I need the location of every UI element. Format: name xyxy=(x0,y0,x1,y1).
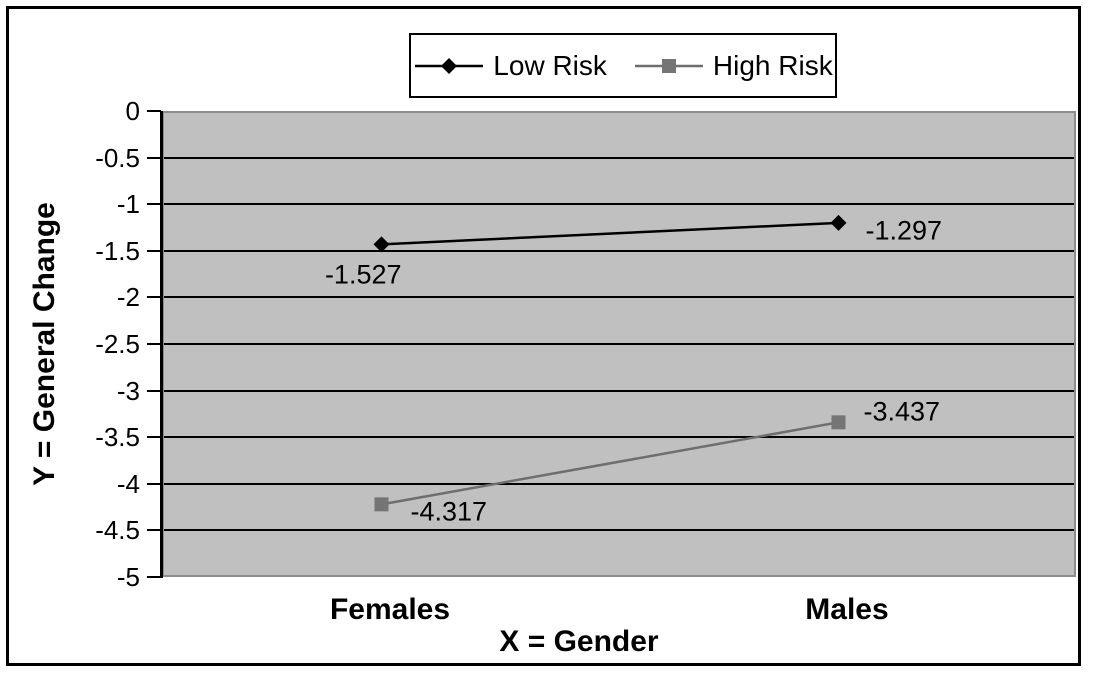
gridline xyxy=(164,296,1074,299)
y-tick xyxy=(147,529,161,532)
y-tick-label: -2 xyxy=(116,282,140,313)
y-tick-label: -3.5 xyxy=(95,422,140,453)
gridline xyxy=(164,529,1074,532)
gridline xyxy=(164,249,1074,252)
gridline xyxy=(164,343,1074,345)
gridline xyxy=(164,156,1074,159)
plot-area xyxy=(162,111,1076,577)
y-tick xyxy=(147,296,161,299)
y-tick xyxy=(147,156,161,159)
y-tick-label: -5 xyxy=(116,562,140,592)
y-tick xyxy=(147,576,161,578)
legend-label-high-risk: High Risk xyxy=(712,49,833,81)
data-label: -3.437 xyxy=(863,396,941,427)
data-label: -4.317 xyxy=(410,496,488,527)
data-label: -1.297 xyxy=(865,215,943,246)
y-tick xyxy=(147,249,161,252)
category-label-females: Females xyxy=(329,593,451,626)
y-axis-line xyxy=(160,111,163,578)
legend-label-low-risk: Low Risk xyxy=(493,49,607,81)
y-tick xyxy=(147,203,161,206)
chart-outer-border: Low Risk High Risk Y = General Change X … xyxy=(6,6,1081,666)
y-tick-label: -1 xyxy=(116,189,140,220)
x-axis-title: X = Gender xyxy=(499,625,659,658)
gridline xyxy=(164,389,1074,392)
y-tick xyxy=(147,110,161,112)
high-risk-line-sample xyxy=(634,58,703,73)
legend-item-high-risk: High Risk xyxy=(633,50,833,82)
gridline xyxy=(164,482,1074,485)
category-label-males: Males xyxy=(805,593,889,626)
y-tick xyxy=(147,389,161,392)
y-tick-label: 0 xyxy=(125,96,140,126)
y-tick-label: -4.5 xyxy=(95,515,140,546)
diamond-marker-icon xyxy=(441,57,458,74)
data-label: -1.527 xyxy=(324,259,402,290)
y-tick-label: -4 xyxy=(116,468,140,499)
y-tick-label: -3 xyxy=(116,375,140,406)
gridline xyxy=(164,203,1074,206)
y-tick-label: -1.5 xyxy=(95,235,140,266)
y-tick xyxy=(147,482,161,485)
square-marker-icon xyxy=(661,58,676,73)
legend-item-low-risk: Low Risk xyxy=(413,50,607,82)
y-tick-label: -0.5 xyxy=(95,142,140,173)
gridline xyxy=(164,436,1074,439)
y-tick-label: -2.5 xyxy=(95,329,140,359)
y-tick xyxy=(147,436,161,439)
legend: Low Risk High Risk xyxy=(409,33,837,98)
y-tick xyxy=(147,343,161,345)
low-risk-line-sample xyxy=(415,57,484,74)
